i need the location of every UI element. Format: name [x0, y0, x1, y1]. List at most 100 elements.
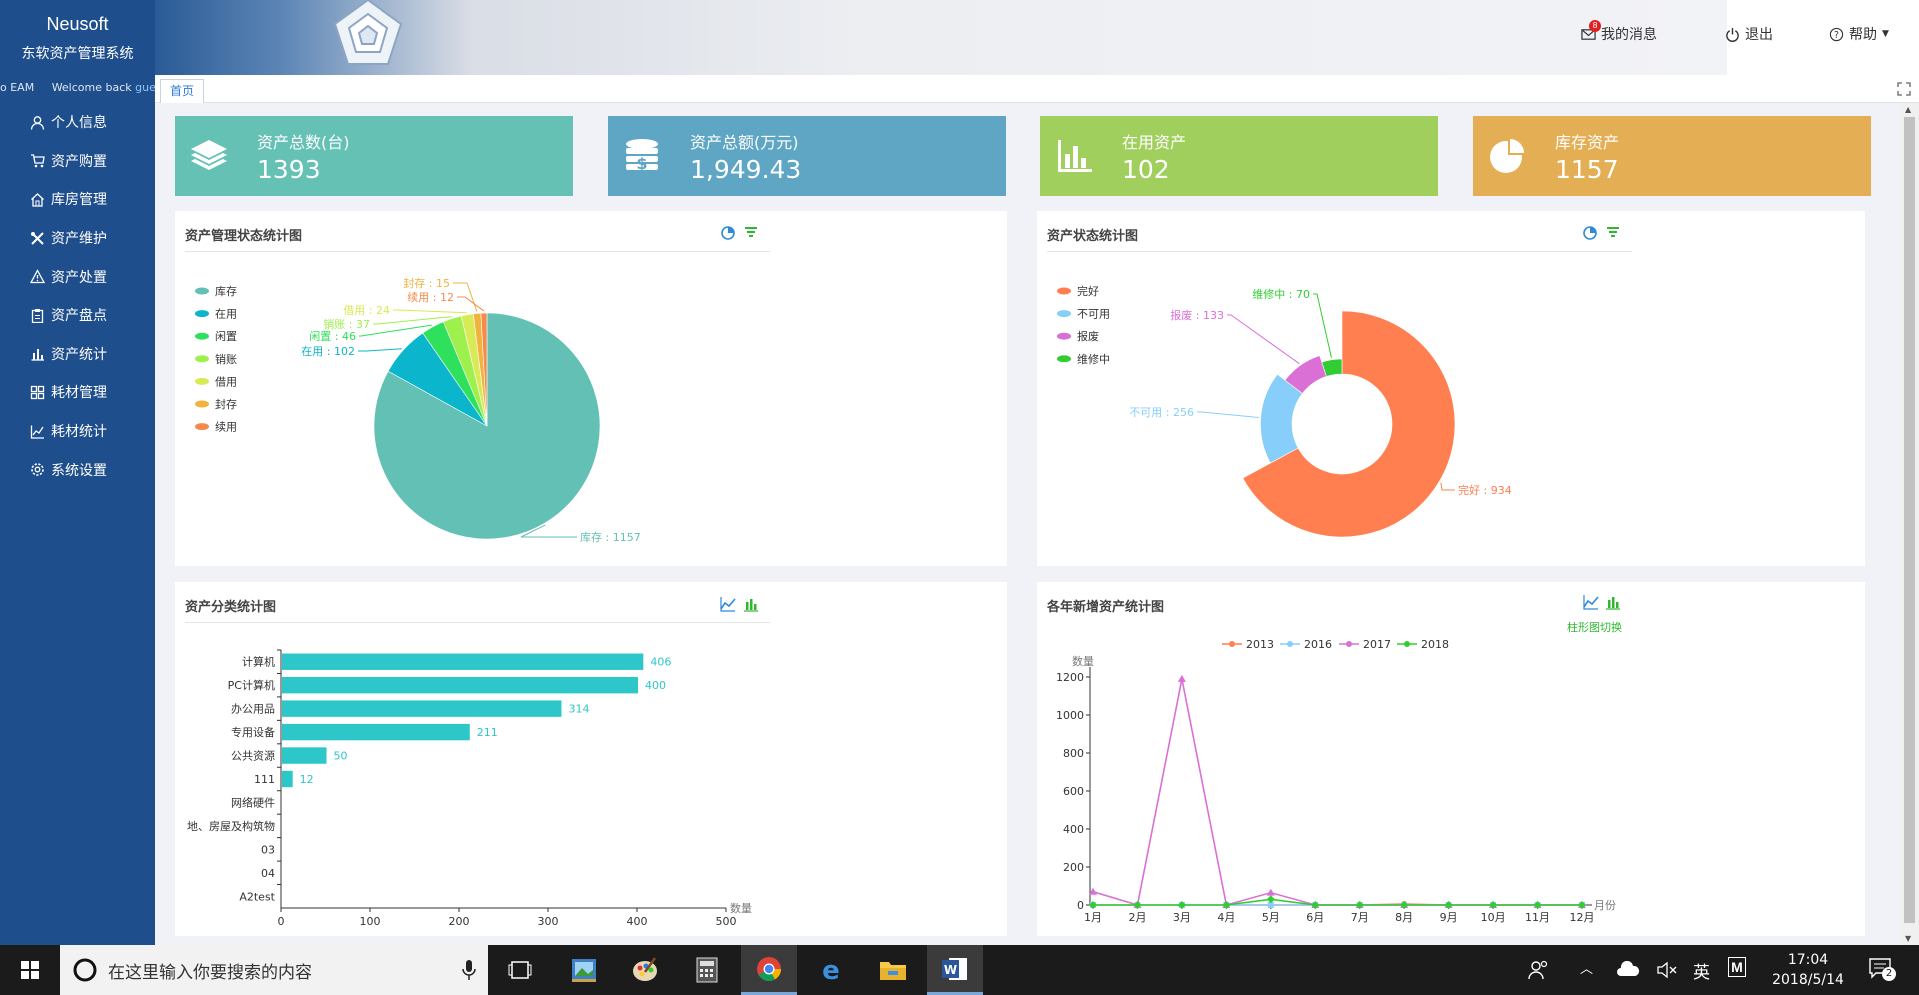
taskbar-search[interactable]: 在这里输入你要搜索的内容: [60, 945, 488, 995]
cortana-icon: [73, 958, 97, 982]
welcome-text: Welcome back: [51, 81, 132, 94]
money-stack-icon: $: [626, 139, 658, 173]
logout-label: 退出: [1745, 27, 1773, 43]
legend-marker: [195, 310, 209, 318]
logout-button[interactable]: 退出: [1725, 24, 1773, 44]
scrollbar[interactable]: ▲ ▼: [1900, 103, 1919, 945]
clipboard-icon: [31, 308, 44, 323]
gear-icon: [31, 463, 44, 476]
y-tick-label: 地、房屋及构筑物: [187, 819, 275, 833]
microphone-icon[interactable]: [462, 959, 476, 981]
legend-marker: [1057, 332, 1071, 340]
label-leader-line: [457, 296, 485, 312]
sidebar-item-label: 资产维护: [51, 231, 107, 248]
taskbar-app-edge[interactable]: e: [803, 945, 859, 995]
taskbar-app-explorer[interactable]: [865, 945, 921, 995]
stat-card-2: $ 资产总额(万元) 1,949.43: [608, 116, 1006, 196]
sidebar-item-5[interactable]: 资产处置: [0, 257, 155, 296]
legend-label: 封存: [215, 397, 237, 411]
bar-chart-switch-icon[interactable]: [1605, 594, 1621, 610]
chevron-up-icon[interactable]: ︿: [1580, 962, 1594, 977]
bar: [282, 676, 638, 694]
taskbar-app-chrome[interactable]: [741, 945, 797, 995]
bar-switch-label[interactable]: 柱形图切换: [1567, 621, 1622, 634]
filter-icon[interactable]: [1605, 225, 1621, 241]
pie-view-icon[interactable]: [1582, 225, 1598, 241]
label-leader-line: [359, 324, 432, 337]
messages-button[interactable]: 8 我的消息: [1581, 20, 1657, 44]
taskbar-app-photos[interactable]: [556, 945, 612, 995]
stat-card-4: 库存资产 1157: [1473, 116, 1871, 196]
bar: [282, 747, 327, 764]
action-center-button[interactable]: 2: [1868, 957, 1896, 983]
x-axis-label: 月份: [1594, 899, 1616, 912]
stat-card-1: 资产总数(台) 1393: [175, 116, 573, 196]
taskbar-app-word[interactable]: W: [927, 945, 983, 995]
legend-marker: [1057, 287, 1071, 295]
tools-icon: [31, 231, 44, 245]
fullscreen-icon[interactable]: [1897, 82, 1911, 96]
filter-icon[interactable]: [743, 225, 759, 241]
stat-label: 库存资产: [1555, 132, 1620, 152]
help-label: 帮助: [1849, 27, 1877, 43]
taskbar-clock[interactable]: 17:04 2018/5/14: [1768, 950, 1848, 990]
sidebar-item-4[interactable]: 资产维护: [0, 219, 155, 258]
scrollbar-thumb[interactable]: [1904, 117, 1915, 923]
legend-marker: [1404, 641, 1410, 647]
sidebar-item-2[interactable]: 资产购置: [0, 142, 155, 181]
tab-home[interactable]: 首页: [160, 79, 205, 103]
legend-marker: [195, 423, 209, 431]
stat-label: 资产总额(万元): [690, 132, 799, 152]
volume-muted-icon[interactable]: [1656, 961, 1678, 979]
sidebar-item-label: 资产盘点: [51, 308, 107, 325]
sidebar-item-8[interactable]: 耗材管理: [0, 373, 155, 412]
bar-data-label: 406: [650, 656, 671, 669]
bar-data-label: 400: [645, 679, 666, 692]
cart-icon: [31, 154, 45, 168]
label-leader-line: [453, 282, 478, 312]
sidebar-item-9[interactable]: 耗材统计: [0, 412, 155, 451]
label-leader-line: [520, 524, 577, 538]
notification-icon: [1869, 958, 1891, 979]
task-view-button[interactable]: [492, 945, 548, 995]
sidebar-item-1[interactable]: 个人信息: [0, 103, 155, 142]
sidebar-item-3[interactable]: 库房管理: [0, 180, 155, 219]
series-point: [1089, 887, 1097, 895]
ime-language-indicator[interactable]: 英: [1693, 963, 1710, 983]
line-chart-switch-icon[interactable]: [1583, 594, 1599, 610]
taskbar-app-calculator[interactable]: [679, 945, 735, 995]
cloud-icon[interactable]: [1616, 961, 1640, 977]
bar-chart-switch-icon[interactable]: [743, 596, 759, 612]
legend-label: 库存: [215, 284, 237, 298]
help-button[interactable]: ? 帮助 ▼: [1829, 24, 1889, 44]
welcome-user: gue: [135, 81, 155, 94]
legend-label: 续用: [215, 420, 237, 434]
bar: [282, 653, 644, 670]
ime-mode-icon[interactable]: M: [1728, 957, 1746, 977]
windows-icon: [21, 961, 39, 979]
y-tick-label: 计算机: [242, 655, 275, 669]
line-chart-switch-icon[interactable]: [720, 596, 736, 612]
pie-view-icon[interactable]: [720, 225, 736, 241]
scroll-down-icon[interactable]: ▼: [1905, 934, 1912, 943]
pie-slice: [480, 312, 488, 427]
people-icon[interactable]: [1528, 960, 1550, 980]
sidebar-item-10[interactable]: 系统设置: [0, 450, 155, 489]
sidebar-item-7[interactable]: 资产统计: [0, 335, 155, 374]
panel-divider: [185, 251, 770, 252]
user-icon: [30, 115, 45, 130]
sidebar-item-6[interactable]: 资产盘点: [0, 296, 155, 335]
sidebar-item-label: 资产处置: [51, 269, 107, 286]
pie-chart-icon: [1490, 136, 1527, 173]
y-tick-label: 200: [1063, 861, 1084, 874]
scroll-up-icon[interactable]: ▲: [1905, 105, 1912, 114]
stat-label: 在用资产: [1122, 132, 1187, 152]
taskbar: 在这里输入你要搜索的内容 e W ︿ 英 M 17:04 2018/5/14 2: [0, 945, 1919, 995]
series-point: [1266, 895, 1275, 904]
series-point: [1355, 901, 1364, 909]
start-button[interactable]: [2, 945, 58, 995]
y-tick-label: 1000: [1056, 709, 1084, 722]
taskbar-app-paint[interactable]: [617, 945, 673, 995]
pie-data-label: 在用 : 102: [301, 345, 355, 358]
